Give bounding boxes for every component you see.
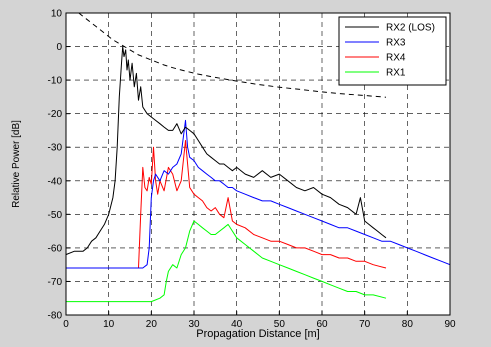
reference-curve-dashed [78, 13, 387, 98]
ticks: 0 10 20 30 40 50 60 70 80 90100-10-20-30-40-50-60… [48, 9, 456, 331]
series-layer [66, 13, 450, 303]
series-line-rx1 [66, 220, 387, 303]
legend-label: RX3 [386, 38, 406, 49]
series-line-rx2-los [66, 46, 387, 256]
legend-label: RX4 [386, 53, 406, 64]
x-tick-label: 10 [103, 319, 115, 330]
x-axis-label: Propagation Distance [m] [196, 328, 320, 340]
series-line-rx4 [66, 140, 387, 269]
x-tick-label: 90 [444, 319, 456, 330]
legend-box [338, 16, 447, 86]
y-tick-label: -10 [48, 76, 63, 87]
series-line-rx3 [66, 119, 450, 269]
y-tick-label: -60 [48, 243, 63, 254]
y-tick-label: -20 [48, 109, 63, 120]
x-tick-label: 20 [146, 319, 158, 330]
plot-border [65, 12, 451, 316]
y-axis-label: Relative Power [dB] [11, 120, 22, 208]
x-tick-label: 50 [274, 319, 286, 330]
y-tick-label: -80 [48, 311, 63, 322]
y-tick-label: -30 [48, 143, 63, 154]
x-tick-label: 80 [402, 319, 414, 330]
y-tick-label: -40 [48, 176, 63, 187]
y-tick-label: 10 [51, 9, 63, 20]
y-tick-label: -50 [48, 210, 63, 221]
x-tick-label: 70 [359, 319, 371, 330]
y-tick-label: -70 [48, 277, 63, 288]
x-tick-label: 60 [316, 319, 328, 330]
x-tick-label: 30 [188, 319, 200, 330]
x-tick-label: 40 [231, 319, 243, 330]
x-tick-label: 0 [63, 319, 69, 330]
legend-label: RX2 (LOS) [386, 23, 435, 34]
legend: RX2 (LOS) RX3 RX4 RX1 [338, 16, 447, 86]
y-tick-label: 0 [56, 42, 62, 53]
legend-label: RX1 [386, 68, 406, 79]
